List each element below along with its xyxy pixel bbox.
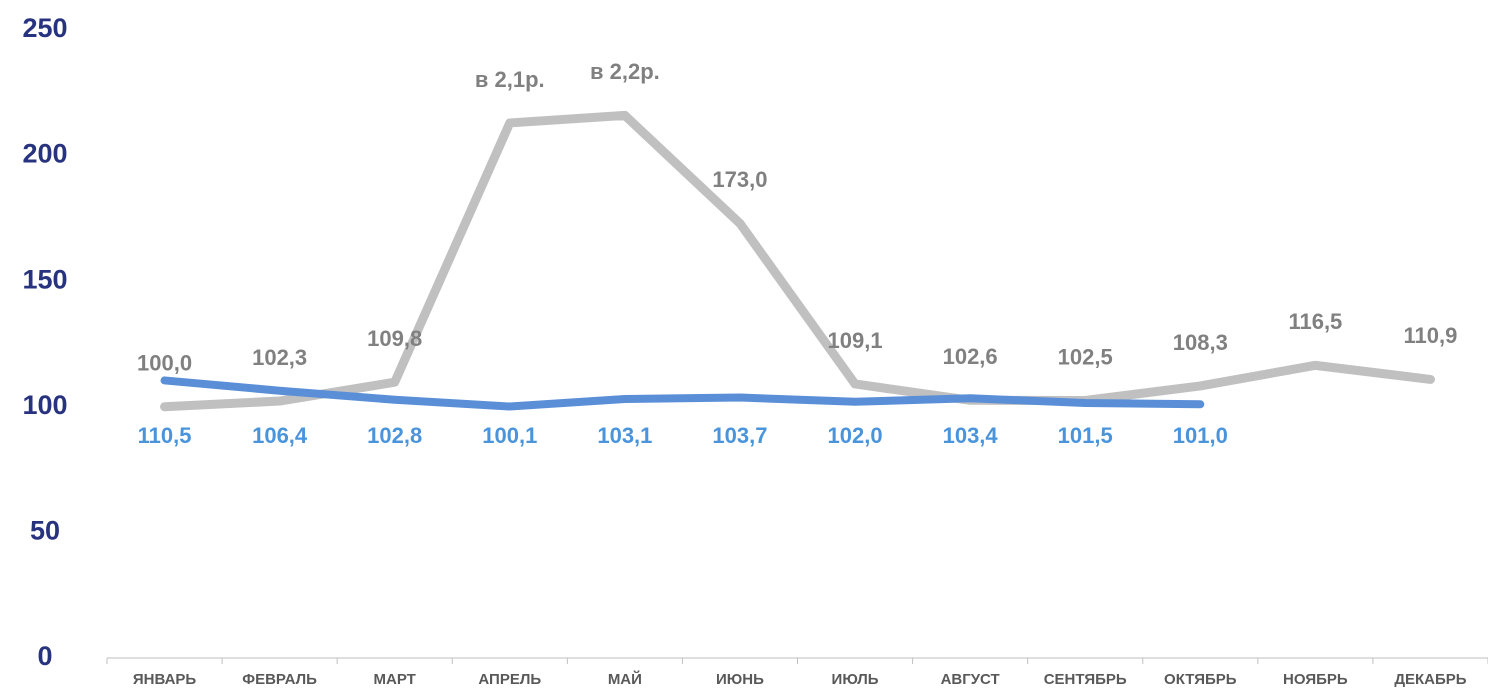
data-label: в 2,1р.: [475, 67, 545, 92]
x-tick-label: СЕНТЯБРЬ: [1044, 671, 1127, 688]
x-tick-label: АПРЕЛЬ: [478, 671, 541, 688]
x-tick-label: ЯНВАРЬ: [133, 671, 197, 688]
data-label: 101,5: [1058, 423, 1113, 448]
data-label: 102,5: [1058, 344, 1113, 369]
data-label: в 2,2р.: [590, 59, 660, 84]
x-tick-label: МАЙ: [608, 670, 642, 688]
series-line: [160, 376, 1205, 411]
y-tick-label: 150: [22, 264, 67, 294]
y-tick-label: 0: [37, 641, 52, 671]
x-tick-label: ДЕКАБРЬ: [1394, 671, 1466, 688]
x-tick-label: ИЮЛЬ: [832, 671, 879, 688]
x-tick-label: ФЕВРАЛЬ: [242, 671, 317, 688]
data-label: 108,3: [1173, 330, 1228, 355]
x-tick-label: МАРТ: [374, 671, 416, 688]
y-tick-label: 100: [22, 390, 67, 420]
data-label: 103,4: [943, 423, 999, 448]
x-tick-label: АВГУСТ: [941, 671, 1000, 688]
data-label: 102,0: [828, 423, 883, 448]
data-label: 109,8: [367, 326, 422, 351]
data-label: 100,1: [482, 423, 537, 448]
data-label: 116,5: [1288, 309, 1342, 334]
y-tick-label: 50: [30, 516, 60, 546]
data-label: 103,1: [597, 423, 652, 448]
y-tick-label: 200: [22, 139, 67, 169]
data-label: 102,3: [252, 345, 307, 370]
data-label: 110,5: [138, 423, 192, 448]
data-label: 106,4: [252, 423, 308, 448]
data-label: 102,8: [367, 423, 422, 448]
data-label: 110,9: [1404, 323, 1458, 348]
x-tick-label: ИЮНЬ: [716, 671, 764, 688]
data-label: 100,0: [137, 351, 192, 376]
data-label: 173,0: [712, 167, 767, 192]
x-tick-label: НОЯБРЬ: [1283, 671, 1348, 688]
data-label: 102,6: [943, 344, 998, 369]
series-line: [160, 110, 1435, 412]
data-label: 101,0: [1173, 423, 1228, 448]
data-label: 109,1: [828, 328, 883, 353]
x-tick-label: ОКТЯБРЬ: [1164, 671, 1237, 688]
y-tick-label: 250: [22, 13, 67, 43]
data-label: 103,7: [712, 423, 767, 448]
